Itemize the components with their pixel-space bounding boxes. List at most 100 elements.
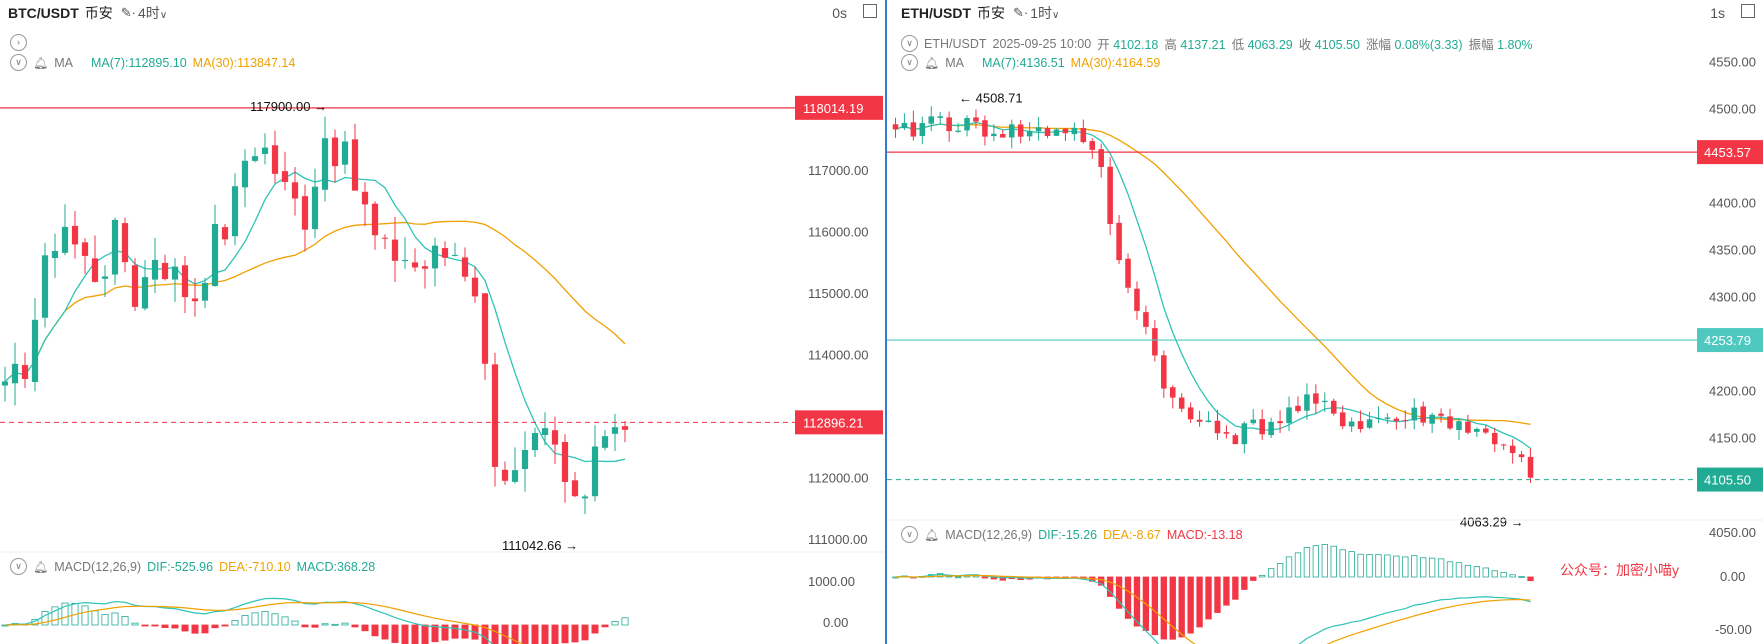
macd-histogram-bar [1098,576,1105,586]
candle-body [919,123,926,136]
eth-chart-panel[interactable]: 4453.57 4253.79 4105.50 4550.00 4500.00 4400.… [887,0,1763,644]
screenshot-icon[interactable] [1741,4,1755,18]
candle-body [1035,127,1042,132]
candle-body [892,124,899,130]
bell-icon[interactable]: 🔔︎ [924,55,940,70]
candle-body [441,248,449,258]
macd-histogram-bar [321,623,329,626]
macd-histogram-bar [1509,574,1516,578]
macd-histogram-bar [81,605,89,626]
macd-histogram-bar [1115,576,1123,609]
macd-histogram-bar [1232,576,1239,600]
bell-icon[interactable]: 🔔︎ [33,559,49,574]
current-price-tag [1697,467,1763,492]
macd-histogram-bar [501,624,509,644]
candle-body [121,223,129,263]
candle-body [1000,134,1006,138]
candle-body [551,430,559,445]
edit-icon[interactable]: ✎· [1013,5,1029,20]
high-label: 高 [1164,38,1177,52]
current-price-label: 112896.21 [803,415,864,430]
candle-body [928,116,935,124]
candle-body [241,160,249,188]
timeframe-label: 4时 [138,5,160,21]
price-axis-label: 117000.00 [808,163,869,178]
panel-divider[interactable] [885,0,887,644]
macd-histogram-bar [421,624,429,644]
macd-histogram-bar [611,621,619,626]
macd-histogram-bar [121,616,129,626]
candle-body [1071,127,1078,135]
change-value: 0.08%(3.33) [1394,38,1463,52]
bell-icon[interactable]: 🔔︎ [33,55,49,70]
candle-body [1223,432,1230,434]
macd-histogram-bar [361,624,369,632]
ma30-line [4,220,626,382]
candle-body [271,145,279,174]
macd-histogram-bar [311,624,319,628]
candle-body [591,446,599,497]
collapse-icon[interactable]: ∨ [10,54,27,71]
candle-body [982,120,988,137]
candle-body [1026,130,1033,137]
dif-line [895,573,1531,644]
macd-histogram-bar [1375,554,1382,578]
symbol-label[interactable]: BTC/USDT [8,5,79,21]
timeframe-selector[interactable]: 1时∨ [1030,3,1059,23]
realtime-indicator: 0s [832,5,847,21]
realtime-indicator: 1s [1710,5,1725,21]
macd-histogram-bar [181,624,189,632]
candle-body [1080,128,1087,143]
ohlc-open-group: 开 4102.18 [1097,34,1158,53]
collapse-icon[interactable]: ∨ [10,558,27,575]
collapse-icon[interactable]: ∨ [901,35,918,52]
candle-body [451,254,459,256]
macd-histogram-bar [61,602,69,626]
macd-histogram-bar [999,576,1006,581]
macd-histogram-bar [301,624,309,628]
macd-histogram-bar [111,612,119,626]
macd-histogram-bar [1446,561,1454,578]
eth-candlestick-chart[interactable]: 4453.57 4253.79 4105.50 4550.00 4500.00 4400.… [887,0,1763,644]
macd-histogram-bar [1250,576,1257,581]
candle-body [1017,124,1024,137]
btc-candlestick-chart[interactable]: 118014.19 112896.21 117000.00 116000.00 1150… [0,0,885,644]
macd-histogram-bar [621,617,629,626]
macd-histogram-bar [1420,557,1427,578]
macd-histogram-bar [451,624,459,639]
candle-body [341,141,349,165]
expand-icon[interactable]: › [10,34,27,51]
candle-body [1143,312,1149,327]
low-price-marker: 4063.29 → [1460,514,1524,529]
ohlc-change-group: 涨幅 0.08%(3.33) [1366,34,1463,53]
ma30-line [895,123,1531,425]
candle-body [1500,444,1507,446]
candle-body [1384,417,1391,419]
macd-histogram-bar [271,613,279,626]
candle-body [1107,166,1113,225]
macd-histogram-bar [331,623,339,626]
macd-histogram-bar [281,616,289,626]
candle-body [1125,258,1131,288]
timeframe-selector[interactable]: 4时∨ [138,3,167,23]
macd-histogram-bar [1214,576,1221,613]
macd-histogram-bar [1411,555,1418,578]
price-axis-label: 112000.00 [808,470,869,485]
price-axis-label: 114000.00 [808,348,869,363]
candle-body [1375,417,1382,419]
symbol-label[interactable]: ETH/USDT [901,5,971,21]
macd-histogram-bar [1178,576,1185,638]
btc-chart-panel[interactable]: 118014.19 112896.21 117000.00 116000.00 1150… [0,0,885,644]
collapse-icon[interactable]: ∨ [901,526,918,543]
candle-body [1429,414,1435,424]
edit-icon[interactable]: ✎· [120,5,137,20]
candle-body [461,257,469,277]
collapse-icon[interactable]: ∨ [901,54,918,71]
bell-icon[interactable]: 🔔︎ [924,527,940,542]
screenshot-icon[interactable] [863,4,877,18]
price-axis-label: 4500.00 [1709,101,1756,116]
macd-label: MACD(12,26,9) [945,527,1033,542]
macd-histogram-bar [151,624,159,627]
candle-body [973,117,979,122]
macd-histogram-bar [201,624,209,634]
